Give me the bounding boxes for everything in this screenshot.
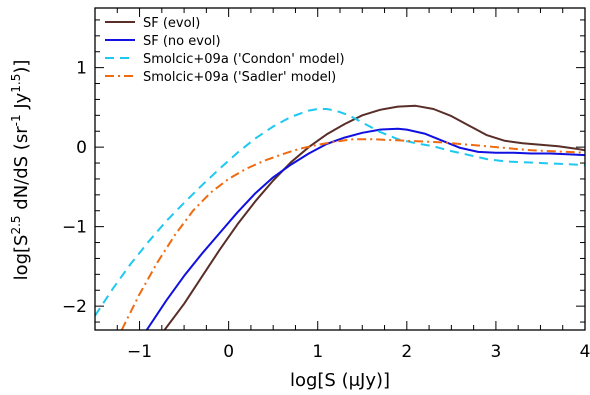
x-tick-label: 2 xyxy=(401,342,412,362)
x-tick-label: −1 xyxy=(127,342,152,362)
legend-label-3: Smolcic+09a ('Condon' model) xyxy=(143,52,345,67)
axis-ticks-layer: −1 0 1 2 3 4 −2 −1 0 1 xyxy=(62,8,590,362)
legend: SF (evol) SF (no evol) Smolcic+09a ('Condo… xyxy=(105,16,345,85)
x-tick-label: 3 xyxy=(490,342,501,362)
legend-label-2: SF (no evol) xyxy=(143,34,221,49)
x-tick-label: 4 xyxy=(580,342,590,362)
series-line-2 xyxy=(145,127,585,330)
series-line-1 xyxy=(163,104,585,330)
legend-label-4: Smolcic+09a ('Sadler' model) xyxy=(143,70,336,85)
x-tick-label: 1 xyxy=(312,342,323,362)
legend-label-1: SF (evol) xyxy=(143,16,200,31)
x-tick-label: 0 xyxy=(223,342,234,362)
y-tick-label: −2 xyxy=(62,297,87,317)
series-lines-layer xyxy=(95,104,585,330)
y-tick-label: −1 xyxy=(62,218,87,238)
y-tick-label: 0 xyxy=(76,138,87,158)
x-axis-label: log[S (μJy)] xyxy=(290,370,390,391)
y-axis-label: log[S2.5 dN/dS (sr-1 Jy1.5)] xyxy=(9,60,32,281)
series-line-4 xyxy=(120,138,585,330)
y-tick-label: 1 xyxy=(76,59,87,79)
